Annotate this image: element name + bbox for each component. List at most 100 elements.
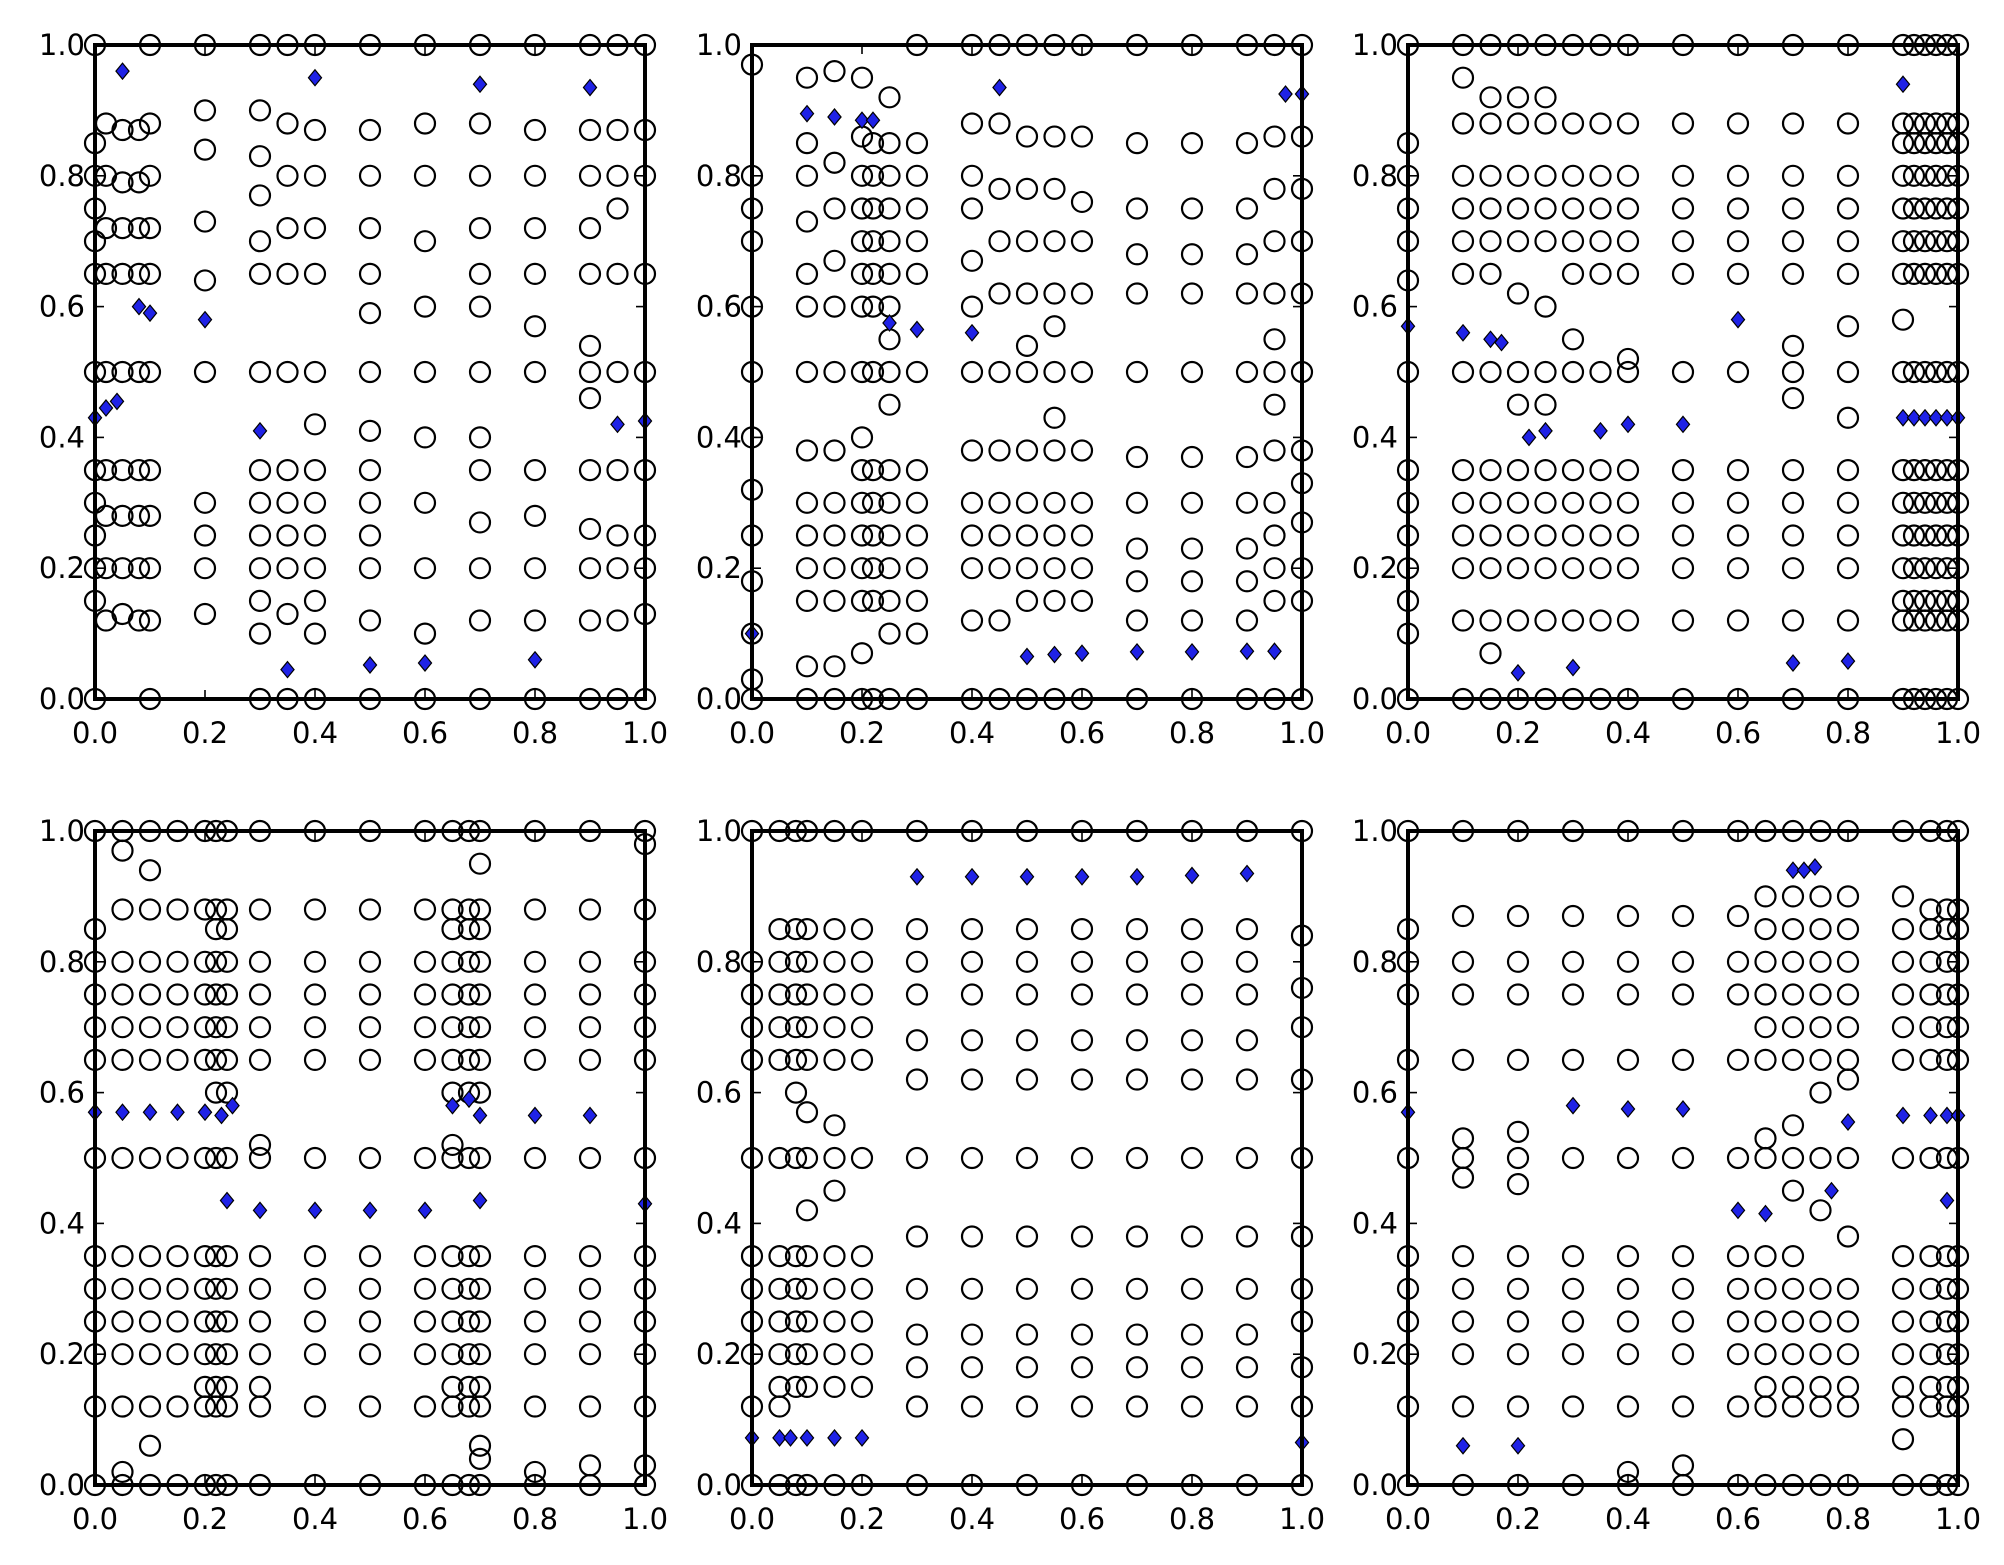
circle-point xyxy=(1726,950,1750,973)
y-tick-label: 0.6 xyxy=(1352,1076,1398,1110)
diamond-point xyxy=(131,297,147,316)
circle-point xyxy=(1263,328,1286,351)
diamond-point xyxy=(142,1103,158,1122)
circle-point xyxy=(468,511,492,534)
circle-point xyxy=(523,217,547,240)
circle-point xyxy=(1451,197,1475,220)
circle-point xyxy=(138,459,162,482)
circle-point xyxy=(1836,1343,1860,1366)
circle-point xyxy=(193,950,217,973)
circle-point xyxy=(578,1454,602,1477)
circle-point xyxy=(768,1277,791,1300)
diamond-point xyxy=(527,1106,543,1125)
circle-point xyxy=(1726,983,1750,1006)
diamond-point xyxy=(1455,1436,1471,1455)
circle-point xyxy=(1125,1356,1149,1379)
diamond-point xyxy=(1565,1096,1581,1115)
diamond-point xyxy=(1483,330,1498,349)
circle-point xyxy=(111,898,134,921)
circle-point xyxy=(1891,197,1915,220)
circle-point xyxy=(823,1114,846,1137)
circle-point xyxy=(248,950,272,973)
circle-point xyxy=(1263,557,1286,580)
circle-point xyxy=(358,262,382,285)
circle-point xyxy=(248,99,272,122)
subplot-1: 0.0 0.2 0.4 0.6 0.8 1.0 0.0 0.2 0.4 0.6 0.8 1.0 xyxy=(39,28,668,750)
circle-point xyxy=(850,1016,874,1039)
circle-point xyxy=(960,1225,984,1248)
circle-point xyxy=(1726,1310,1750,1333)
circle-point xyxy=(413,360,437,384)
diamond-point xyxy=(1129,642,1145,661)
circle-point xyxy=(784,1277,808,1300)
circle-point xyxy=(1836,950,1860,973)
circle-point xyxy=(960,609,984,632)
diamond-point xyxy=(1840,652,1856,671)
circle-point xyxy=(138,1277,162,1300)
circle-point xyxy=(138,504,162,527)
circle-point xyxy=(1015,917,1039,941)
circle-point xyxy=(215,1146,239,1170)
circle-point xyxy=(1015,1277,1039,1300)
circle-point xyxy=(1836,1375,1860,1399)
circle-point xyxy=(1671,1048,1695,1072)
circle-point xyxy=(1781,557,1805,580)
circle-point xyxy=(1616,347,1640,371)
circle-point xyxy=(1534,197,1557,220)
diamond-point xyxy=(1278,85,1293,103)
circle-point xyxy=(1836,406,1860,429)
circle-point xyxy=(1913,360,1937,384)
circle-point xyxy=(193,1310,217,1333)
circle-point xyxy=(193,491,217,514)
diamond-point xyxy=(417,654,433,672)
circle-point xyxy=(248,230,272,253)
circle-point xyxy=(276,262,299,285)
circle-point xyxy=(1235,537,1259,560)
circle-point xyxy=(1015,1356,1039,1379)
diamond-point xyxy=(1239,642,1255,661)
circle-point xyxy=(1015,950,1039,973)
circle-point xyxy=(768,950,791,973)
circle-point xyxy=(1616,1310,1640,1333)
circle-point xyxy=(850,1375,874,1399)
circle-point xyxy=(1534,112,1557,135)
circle-point xyxy=(1781,524,1805,547)
circle-point xyxy=(823,151,846,174)
circle-point xyxy=(1180,1356,1204,1379)
circle-point xyxy=(1891,917,1915,941)
circle-point xyxy=(578,217,602,240)
circle-point xyxy=(523,1048,547,1072)
circle-point xyxy=(1043,524,1066,547)
circle-point xyxy=(960,112,984,135)
circle-point xyxy=(193,99,217,122)
diamond-point xyxy=(865,111,881,130)
circle-point xyxy=(578,459,602,482)
circle-point xyxy=(215,1343,239,1366)
circle-point xyxy=(1902,230,1926,253)
circle-point xyxy=(468,217,492,240)
circle-point xyxy=(468,426,492,449)
plot-frame xyxy=(750,43,1304,701)
circle-point xyxy=(303,1048,327,1072)
diamond-point xyxy=(1074,867,1090,886)
circle-point xyxy=(1263,524,1286,547)
circle-point xyxy=(1891,557,1915,580)
circle-point xyxy=(523,164,547,187)
circle-point xyxy=(823,1048,846,1072)
circle-point xyxy=(768,1146,791,1170)
circle-point xyxy=(850,642,874,665)
circle-point xyxy=(795,1343,819,1366)
circle-point xyxy=(111,950,134,973)
circle-point xyxy=(248,1048,272,1072)
circle-point xyxy=(215,1310,239,1333)
circle-point xyxy=(850,983,874,1006)
circle-point xyxy=(1561,1277,1585,1300)
plot-frame xyxy=(1406,43,1960,701)
circle-point xyxy=(1506,360,1530,384)
subplot-5: 0.0 0.2 0.4 0.6 0.8 1.0 0.0 0.2 0.4 0.6 0.8 1.0 xyxy=(696,814,1325,1536)
y-tick-label: 0.2 xyxy=(1352,1337,1398,1371)
circle-point xyxy=(850,230,874,253)
circle-point xyxy=(1671,609,1695,632)
circle-point xyxy=(358,983,382,1006)
circle-point xyxy=(1754,1048,1777,1072)
